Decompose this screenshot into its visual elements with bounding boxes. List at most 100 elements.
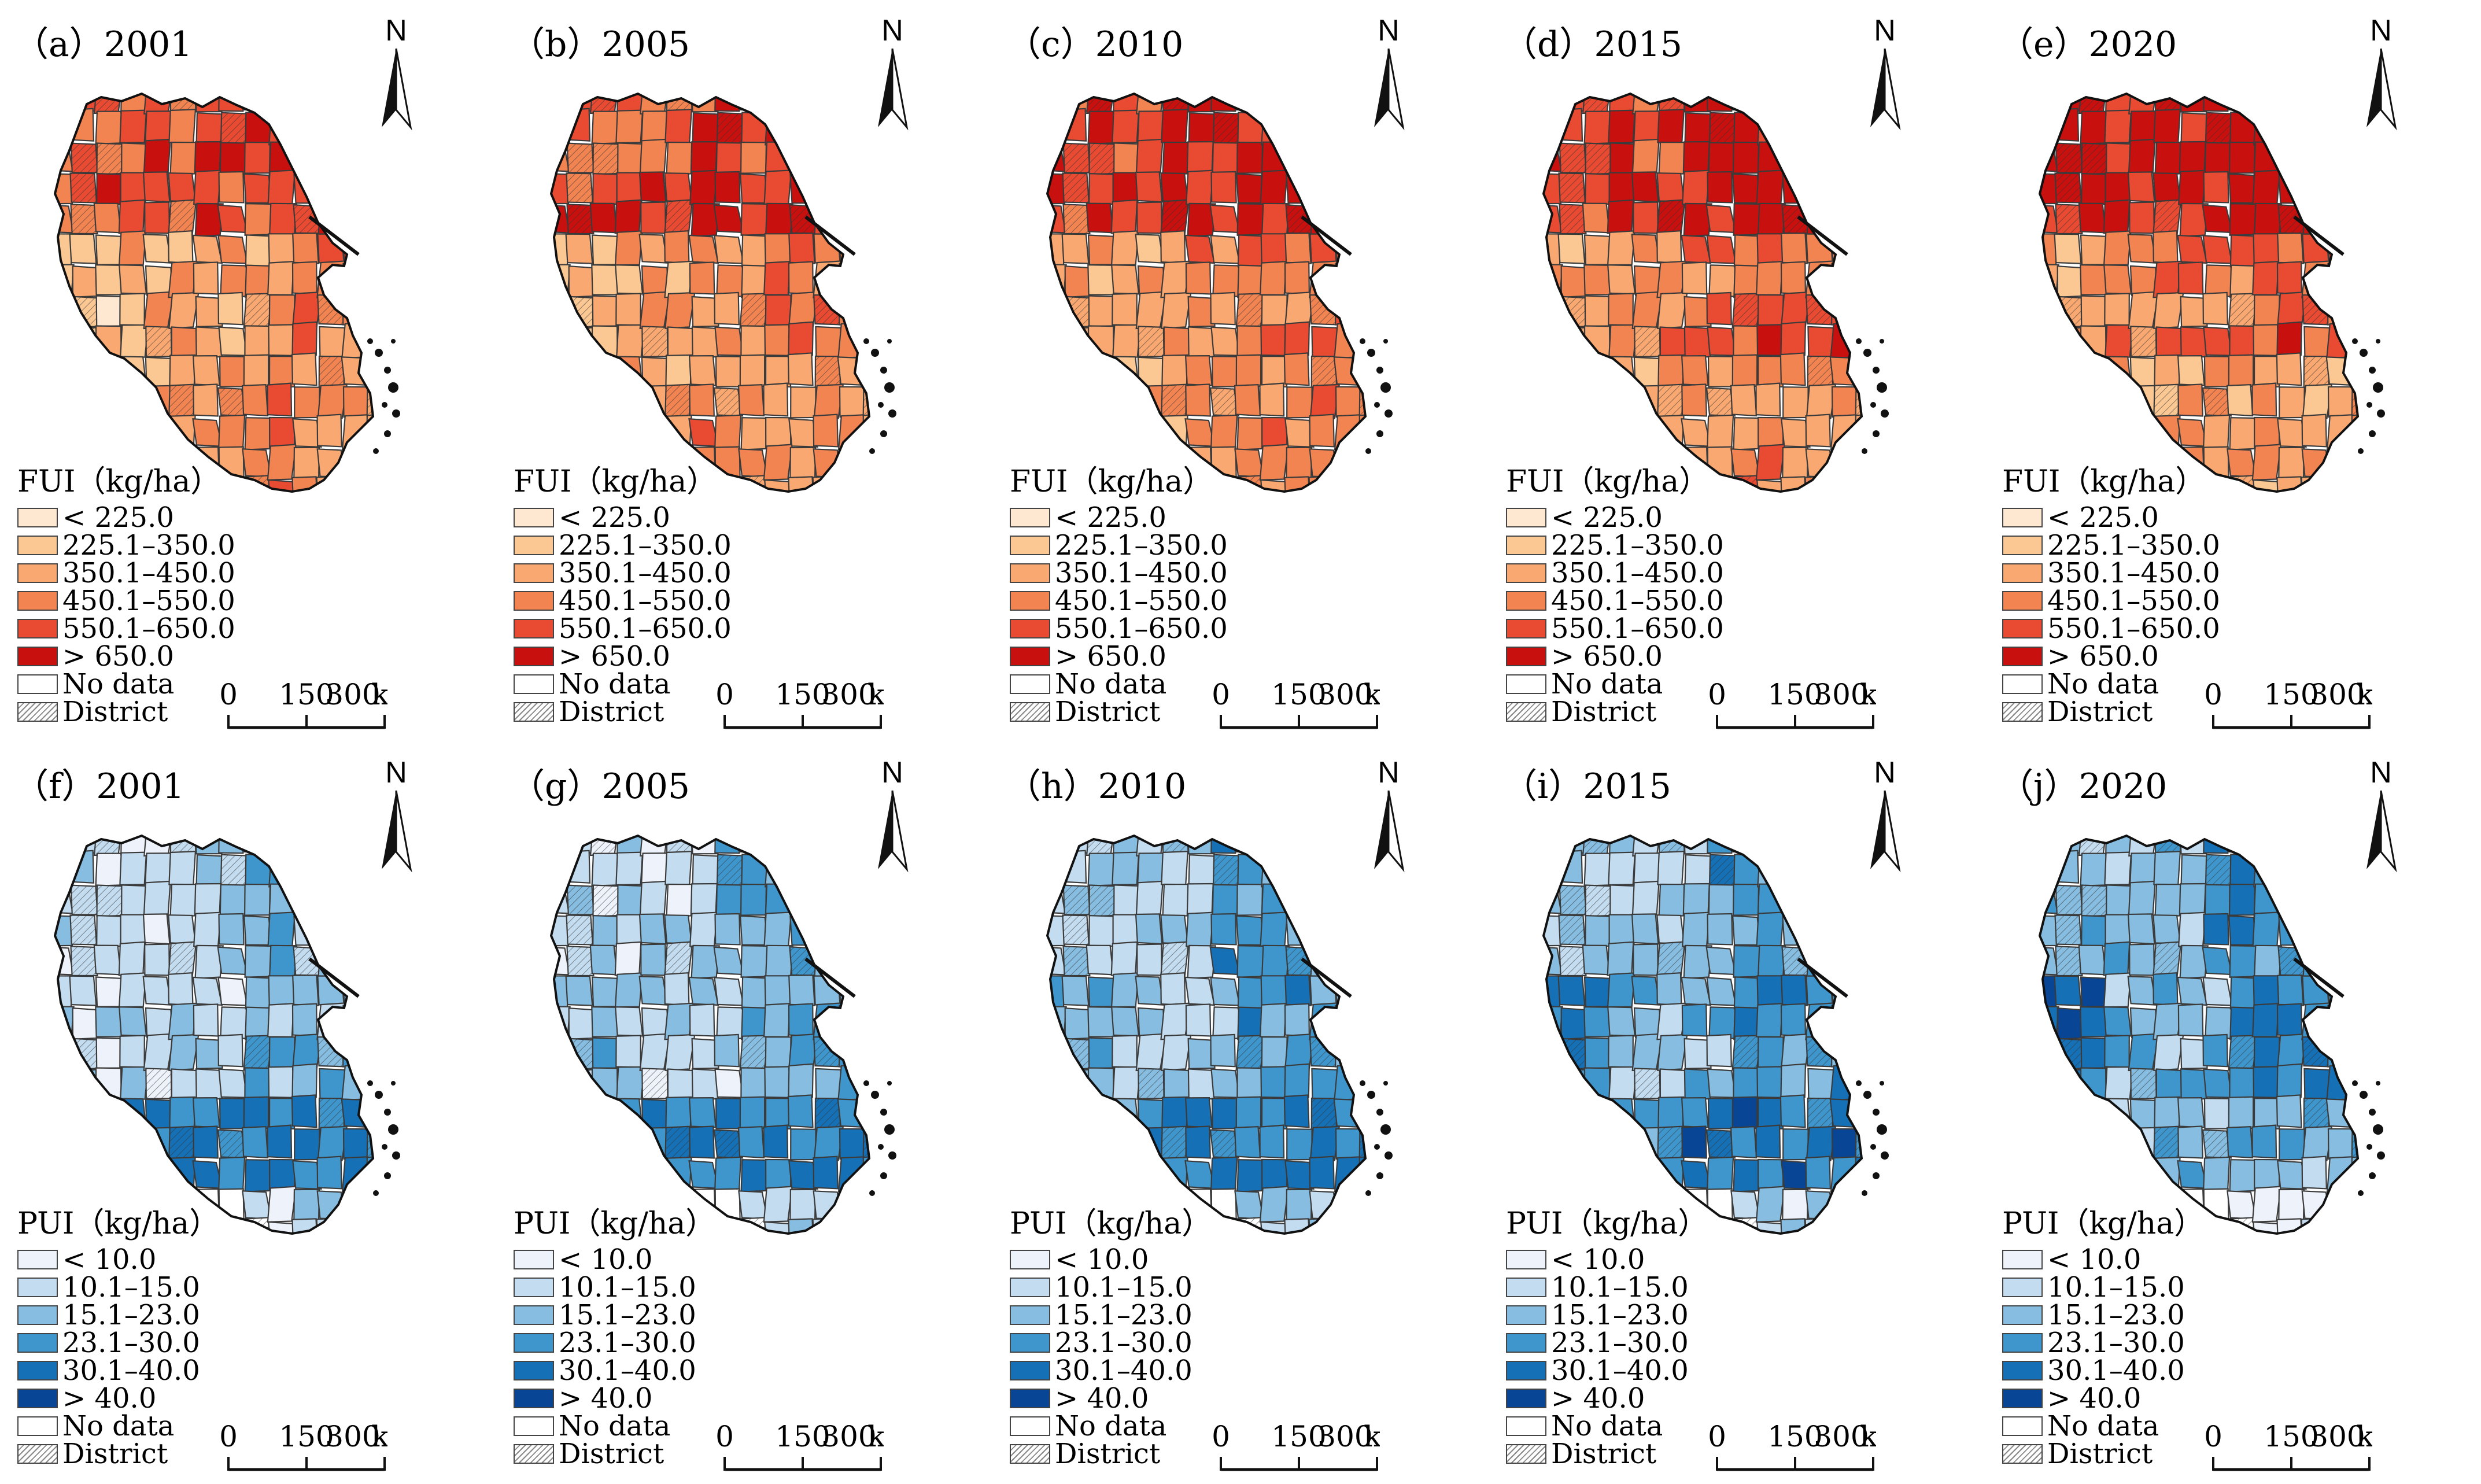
district-hatch xyxy=(1657,942,1685,977)
county-polygon xyxy=(2351,910,2358,948)
legend-label: > 650.0 xyxy=(1551,640,1663,673)
district-hatch xyxy=(665,1126,691,1159)
county-polygon xyxy=(1047,322,1063,356)
county-polygon xyxy=(1583,1006,1611,1038)
district-hatch xyxy=(218,387,246,416)
county-polygon xyxy=(1186,911,1214,947)
district-hatch xyxy=(243,293,273,328)
district-hatch xyxy=(1063,204,1090,234)
legend-label: > 40.0 xyxy=(62,1382,157,1415)
county-polygon xyxy=(119,264,147,295)
legend-item: < 10.0 xyxy=(514,1246,715,1273)
county-polygon xyxy=(193,383,219,417)
county-polygon xyxy=(2054,1159,2083,1190)
county-polygon xyxy=(1858,1007,1862,1040)
county-polygon xyxy=(2226,1125,2254,1159)
county-polygon xyxy=(2055,357,2084,387)
map-legend: FUI（kg/ha） < 225.0 225.1–350.0 350.1–450.0 4… xyxy=(1010,457,1228,726)
district-hatch xyxy=(268,836,293,853)
estuary-line xyxy=(308,215,360,256)
county-polygon xyxy=(2353,977,2358,1007)
district-hatch xyxy=(1334,479,1363,492)
county-polygon xyxy=(2276,321,2303,356)
district-hatch xyxy=(1213,854,1240,887)
district-hatch xyxy=(1709,112,1737,145)
scale-bar: 0150300km xyxy=(1708,1419,1905,1476)
legend-title: PUI（kg/ha） xyxy=(17,1206,220,1241)
county-polygon xyxy=(615,1006,644,1037)
county-polygon xyxy=(1160,914,1189,945)
county-polygon xyxy=(341,1220,371,1234)
county-polygon xyxy=(2203,1098,2231,1129)
legend-swatch-district xyxy=(1506,702,1546,722)
county-polygon xyxy=(1333,356,1363,386)
district-hatch xyxy=(268,94,293,111)
county-polygon xyxy=(1087,1006,1114,1038)
district-hatch xyxy=(1559,204,1586,234)
scale-tick-label: 0 xyxy=(220,1420,238,1453)
north-label: N xyxy=(881,756,903,789)
district-hatch xyxy=(593,143,619,175)
district-hatch xyxy=(95,357,123,387)
legend-label: 225.1–350.0 xyxy=(62,529,235,562)
county-polygon xyxy=(589,202,618,234)
county-polygon xyxy=(551,884,570,914)
county-polygon xyxy=(615,851,644,886)
county-polygon xyxy=(2180,296,2208,327)
county-polygon xyxy=(691,1038,719,1069)
scale-tick-label: 300 xyxy=(1317,678,1372,711)
legend-item: 450.1–550.0 xyxy=(17,587,235,615)
county-polygon xyxy=(119,1035,145,1068)
county-polygon xyxy=(1779,94,1807,111)
panel-title: （g）2005 xyxy=(510,766,691,807)
county-polygon xyxy=(218,1068,248,1098)
island-marker xyxy=(382,402,387,408)
county-polygon xyxy=(1047,172,1066,205)
county-polygon xyxy=(2054,836,2084,854)
county-polygon xyxy=(341,478,371,492)
county-polygon xyxy=(2253,324,2279,357)
county-polygon xyxy=(293,446,320,479)
district-hatch xyxy=(146,326,172,357)
county-polygon xyxy=(2053,850,2080,884)
county-polygon xyxy=(2350,880,2358,917)
county-polygon xyxy=(291,836,318,853)
county-polygon xyxy=(1235,94,1261,112)
county-polygon xyxy=(1112,1066,1142,1101)
county-polygon xyxy=(1755,1124,1781,1159)
county-polygon xyxy=(591,976,620,1007)
county-polygon xyxy=(171,1068,198,1101)
county-polygon xyxy=(788,418,818,448)
county-polygon xyxy=(591,234,620,265)
county-polygon xyxy=(1310,883,1340,918)
estuary-line xyxy=(1301,957,1352,998)
county-polygon xyxy=(70,1099,99,1129)
county-polygon xyxy=(319,326,346,358)
county-polygon xyxy=(1805,414,1831,448)
county-polygon xyxy=(1832,914,1862,949)
legend-swatch xyxy=(1010,508,1050,527)
county-polygon xyxy=(341,1098,371,1128)
county-polygon xyxy=(1608,1157,1638,1193)
county-polygon xyxy=(244,203,272,236)
county-polygon xyxy=(1780,261,1807,295)
county-polygon xyxy=(1260,169,1289,205)
county-polygon xyxy=(1047,142,1066,172)
county-polygon xyxy=(2054,233,2082,264)
county-polygon xyxy=(862,475,869,492)
district-hatch xyxy=(2155,94,2181,112)
legend-label: District xyxy=(62,696,168,728)
island-marker xyxy=(869,448,875,454)
legend-label: 15.1–23.0 xyxy=(1551,1299,1689,1331)
county-polygon xyxy=(2253,944,2282,979)
county-polygon xyxy=(1260,1221,1290,1234)
county-polygon xyxy=(1110,972,1139,1008)
county-polygon xyxy=(551,851,571,887)
county-polygon xyxy=(1309,383,1341,421)
legend-swatch xyxy=(514,1361,554,1380)
legend-swatch xyxy=(2002,1361,2043,1380)
county-polygon xyxy=(217,1033,243,1068)
county-polygon xyxy=(218,1156,246,1191)
county-polygon xyxy=(218,1218,248,1234)
county-polygon xyxy=(242,448,272,478)
